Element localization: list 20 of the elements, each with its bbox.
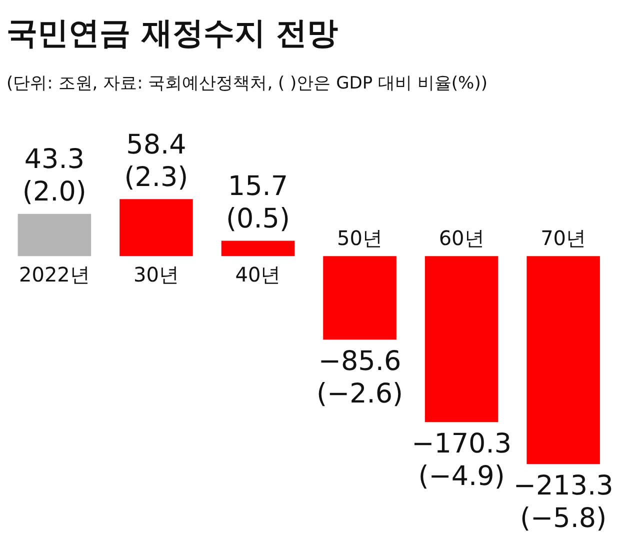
bar <box>221 240 295 256</box>
chart-title: 국민연금 재정수지 전망 <box>6 16 338 52</box>
data-label: −213.3 (−5.8) <box>513 470 614 534</box>
bar <box>424 256 498 422</box>
data-label: 15.7 (0.5) <box>226 170 290 234</box>
data-label: 58.4 (2.3) <box>124 129 188 193</box>
bar <box>323 256 396 340</box>
data-label: 43.3 (2.0) <box>22 144 86 208</box>
bar <box>120 199 193 256</box>
chart-subtitle: (단위: 조원, 자료: 국회예산정책처, ( )안은 GDP 대비 비율(%)) <box>6 74 488 94</box>
x-tick-label: 40년 <box>235 262 281 286</box>
x-tick-label: 50년 <box>337 226 382 250</box>
data-label: −85.6 (−2.6) <box>316 346 404 410</box>
x-tick-label: 30년 <box>133 262 179 286</box>
bar <box>18 214 92 256</box>
data-label: −170.3 (−4.9) <box>412 428 512 492</box>
bar <box>526 256 600 464</box>
x-tick-label: 70년 <box>540 226 586 250</box>
x-tick-label: 60년 <box>438 226 484 250</box>
x-tick-label: 2022년 <box>18 262 90 286</box>
